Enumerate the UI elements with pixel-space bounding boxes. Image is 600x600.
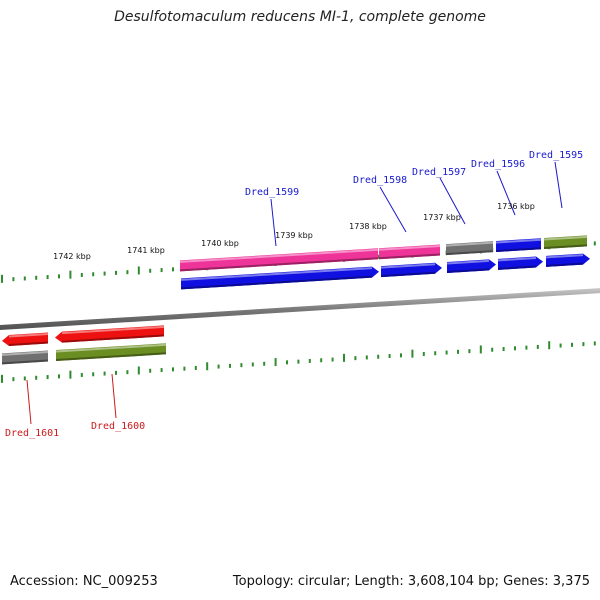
gene-leader-line — [111, 373, 117, 419]
gene-leader-line — [26, 379, 32, 425]
scale-labels: 1742 kbp 1741 kbp 1740 kbp 1739 kbp 1738 kbp… — [53, 202, 535, 261]
feature-cds-lower-3-shade — [446, 268, 490, 274]
feature-tracks — [1, 235, 590, 365]
feature-cds-lower-3 — [446, 259, 496, 274]
feature-dred-1597-shade — [445, 250, 494, 256]
feature-dred-1601 — [2, 332, 49, 346]
scale-label: 1738 kbp — [349, 222, 387, 231]
feature-cds-lower-4-highlight — [497, 257, 537, 262]
accession-text: Accession: NC_009253 — [10, 574, 158, 589]
feature-cds-lower-4-shade — [497, 265, 537, 270]
feature-cds-lower-1 — [180, 266, 379, 290]
scale-label: 1741 kbp — [127, 246, 165, 255]
gene-leader-line — [270, 198, 277, 247]
feature-cds-lower-5-shade — [545, 262, 584, 267]
genome-summary-text: Topology: circular; Length: 3,608,104 bp… — [232, 574, 590, 589]
gene-label: Dred_1597 — [412, 167, 466, 178]
gene-label: Dred_1600 — [91, 421, 145, 432]
gene-label: Dred_1601 — [5, 428, 59, 439]
gene-label: Dred_1596 — [471, 159, 525, 170]
feature-dred-1595 — [543, 235, 588, 250]
feature-dred-1598-shade — [378, 253, 441, 260]
feature-cds-rev-1-highlight — [1, 351, 49, 356]
gene-leader-line — [554, 161, 563, 209]
feature-dred-1596 — [495, 238, 542, 252]
scale-label: 1740 kbp — [201, 239, 239, 248]
gene-label: Dred_1599 — [245, 187, 299, 198]
feature-dred-1600 — [55, 325, 165, 343]
feature-labels: Dred_1595 Dred_1596 Dred_1597 Dred_1598 Dred… — [5, 150, 583, 439]
scale-label: 1736 kbp — [497, 202, 535, 211]
feature-dred-1595-shade — [543, 244, 588, 250]
feature-cds-lower-1-shade — [180, 275, 373, 290]
feature-cds-rev-2-body — [56, 343, 166, 362]
feature-dred-1599-body — [180, 248, 378, 272]
scale-label: 1742 kbp — [53, 252, 91, 261]
feature-dred-1598-highlight — [378, 244, 441, 251]
feature-dred-1599 — [179, 248, 379, 272]
feature-dred-1595-highlight — [543, 235, 588, 241]
feature-cds-lower-5 — [545, 253, 590, 267]
feature-dred-1600-body — [55, 325, 164, 343]
feature-dred-1598 — [378, 244, 441, 260]
feature-cds-rev-2-shade — [55, 352, 167, 362]
feature-cds-lower-2 — [380, 262, 442, 278]
gene-leader-line — [379, 186, 407, 233]
figure-title: Desulfotomaculum reducens MI-1, complete… — [114, 9, 486, 25]
gene-leader-line — [439, 177, 466, 225]
feature-dred-1596-shade — [495, 247, 542, 252]
feature-cds-lower-5-highlight — [545, 254, 584, 259]
scale-label: 1739 kbp — [275, 231, 313, 240]
feature-cds-lower-1-highlight — [180, 267, 373, 281]
feature-cds-lower-2-shade — [380, 271, 436, 278]
gene-label: Dred_1595 — [529, 150, 583, 161]
feature-dred-1600-highlight — [61, 325, 165, 335]
feature-dred-1599-highlight — [179, 248, 379, 263]
feature-cds-lower-2-highlight — [380, 263, 436, 269]
feature-cds-lower-4 — [497, 256, 543, 270]
feature-cds-rev-1 — [1, 350, 49, 365]
feature-dred-1600-shade — [61, 334, 165, 343]
gene-leader-line — [496, 170, 516, 216]
scale-label: 1737 kbp — [423, 213, 461, 222]
genome-backbone — [0, 288, 600, 330]
feature-cds-rev-2-highlight — [55, 343, 167, 353]
feature-dred-1596-highlight — [495, 238, 542, 244]
gene-label: Dred_1598 — [353, 175, 407, 186]
feature-dred-1601-shade — [8, 341, 49, 346]
feature-cds-rev-1-shade — [1, 359, 49, 365]
feature-cds-lower-1-body — [181, 266, 379, 290]
feature-dred-1597-highlight — [445, 241, 494, 247]
feature-cds-lower-3-highlight — [446, 259, 490, 265]
feature-dred-1597 — [445, 241, 494, 256]
feature-cds-rev-2 — [55, 343, 167, 362]
feature-dred-1599-shade — [179, 257, 379, 272]
feature-dred-1601-highlight — [8, 333, 49, 338]
backbone-line — [0, 288, 600, 330]
